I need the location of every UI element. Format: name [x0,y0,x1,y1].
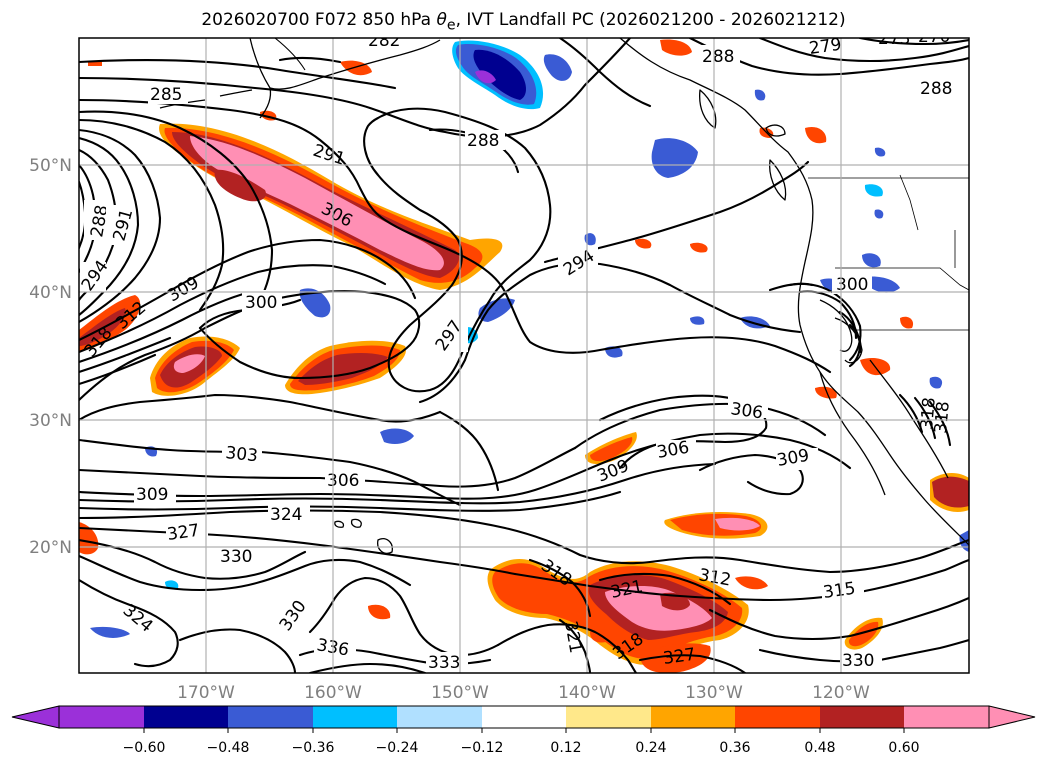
lon-label-150w: 150°W [431,683,489,703]
colorbar-segment [566,706,651,728]
colorbar-tick-label: −0.12 [461,740,504,756]
lat-label-50n: 50°N [29,156,72,176]
contour-label: 330 [842,651,874,671]
contour-label: 333 [428,653,460,673]
colorbar-max-extension [988,705,1036,729]
map-plot-area: 282 279 273 270 288 288 285 288 291 288 … [79,27,969,673]
contour-label: 288 [702,47,734,67]
colorbar-tick-label: 0.48 [804,740,835,756]
colorbar-outline [58,705,990,729]
shading-positive [79,39,969,673]
colorbar-tick-label: −0.60 [123,740,166,756]
contour-label: 324 [270,505,302,525]
colorbar-segment [59,706,144,728]
lon-label-120w: 120°W [812,683,870,703]
colorbar-tick-label: −0.36 [292,740,335,756]
colorbar-tick-label: −0.48 [207,740,250,756]
political-borders [808,174,969,331]
lon-label-140w: 140°W [558,683,616,703]
colorbar-segment [313,706,397,728]
contour-label: 315 [822,579,857,603]
contour-label: 288 [920,79,952,99]
contour-labels: 282 279 273 270 288 288 285 288 291 288 … [79,27,958,673]
lon-label-130w: 130°W [685,683,743,703]
contour-label: 288 [467,131,499,151]
contour-label: 300 [836,275,868,295]
colorbar-tick-label: 0.36 [719,740,750,756]
gridlines [79,38,969,673]
map-title: 2026020700 F072 850 hPa θe, IVT Landfall… [201,10,846,34]
contour-label: 318 [917,396,940,430]
contour-label: 273 [878,29,910,49]
colorbar-segment [397,706,482,728]
colorbar-tick-label: 0.60 [888,740,919,756]
contour-label: 327 [662,645,697,669]
lat-label-20n: 20°N [29,538,72,558]
contour-label: 285 [150,85,182,105]
contour-label: 330 [220,547,252,567]
contour-label: 279 [808,35,843,59]
contour-label: 327 [166,521,201,545]
lon-label-160w: 160°W [304,683,362,703]
contour-label: 282 [368,31,400,51]
lon-label-170w: 170°W [177,683,235,703]
theta-e-contours [79,38,969,673]
longitude-labels: 170°W 160°W 150°W 140°W 130°W 120°W [177,683,870,703]
contour-label: 309 [136,485,168,505]
colorbar-segment [735,706,820,728]
colorbar-ticks [143,728,905,733]
colorbar-tick-label: 0.12 [550,740,581,756]
colorbar-segment [820,706,904,728]
contour-label: 270 [918,27,950,47]
lat-label-30n: 30°N [29,411,72,431]
colorbar-segment [228,706,313,728]
colorbar-tick-label: −0.24 [376,740,419,756]
colorbar-segment [651,706,735,728]
colorbar-tick-label: 0.24 [635,740,666,756]
coastlines [159,38,969,554]
colorbar-segment [144,706,228,728]
colorbar-segment [904,706,989,728]
contour-label: 306 [327,471,359,491]
colorbar-min-extension [11,705,60,729]
latitude-labels: 50°N 40°N 30°N 20°N [29,156,72,558]
map-frame [78,37,970,674]
contour-label: 318 [931,400,954,434]
colorbar-segment [482,706,566,728]
contour-label: 300 [245,293,277,313]
colorbar: −0.60 −0.48 −0.36 −0.24 −0.12 0.12 0.24 … [11,705,1036,756]
contour-label: 303 [224,443,258,466]
lat-label-40n: 40°N [29,283,72,303]
